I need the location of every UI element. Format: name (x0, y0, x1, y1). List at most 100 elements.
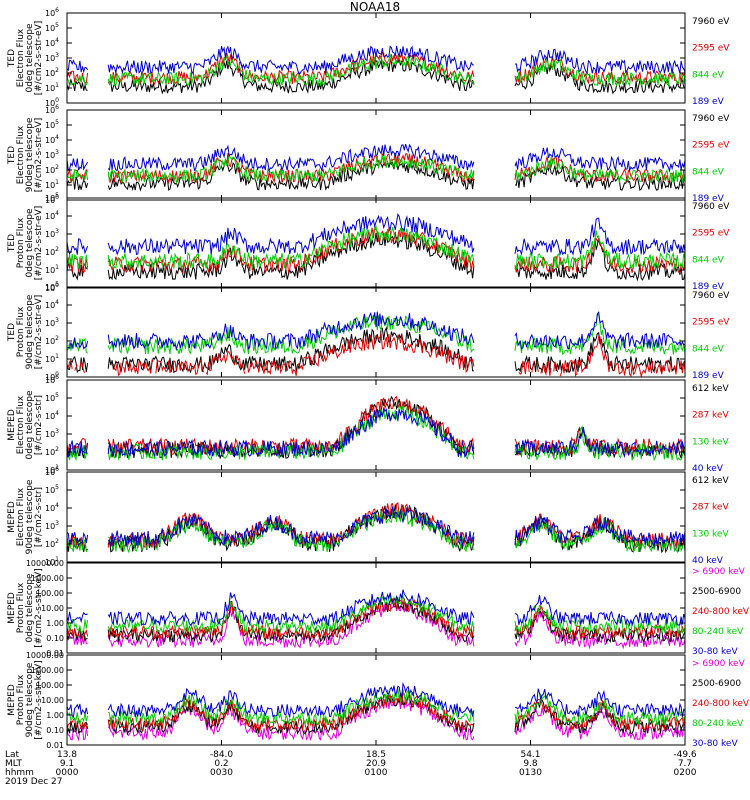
y-axis-label: TED (7, 234, 17, 253)
y-tick-label: 102 (45, 246, 59, 257)
x-row-label: MLT (5, 759, 23, 769)
page-title: NOAA18 (349, 0, 401, 14)
y-axis-label: MEPED (7, 684, 17, 716)
legend-entry: 844 eV (692, 344, 725, 354)
y-tick-label: 102 (45, 446, 59, 457)
y-tick-label: 105 (45, 281, 59, 292)
y-tick-label: 10000.00 (26, 559, 64, 568)
y-tick-label: 106 (45, 466, 59, 477)
legend-entry: 189 eV (692, 97, 725, 107)
panel-6 (66, 471, 686, 563)
x-tick-lat: -49.6 (673, 750, 697, 760)
y-tick-label: 101 (45, 82, 59, 93)
panel-7 (66, 562, 686, 654)
series-line (66, 406, 686, 459)
y-tick-label: 10000.00 (26, 651, 64, 660)
x-tick-time: 0030 (210, 768, 233, 778)
y-tick-label: 104 (45, 502, 59, 513)
y-tick-label: 0.01 (46, 649, 64, 658)
y-tick-label: 105 (45, 22, 59, 33)
y-tick-label: 101 (45, 264, 59, 275)
legend-entry: 844 eV (692, 255, 725, 265)
y-axis-label: Electron Flux (16, 487, 26, 546)
y-axis-label: [#/cm2-s-str-keV] (34, 568, 44, 647)
legend-entry: 7960 eV (692, 114, 730, 124)
series-line (66, 143, 686, 173)
y-tick-label: 102 (45, 335, 59, 346)
x-tick-time: 0200 (674, 768, 697, 778)
y-axis-label: [#/cm2-s-str-eV] (34, 295, 44, 370)
y-tick-label: 100 (45, 282, 59, 293)
y-tick-label: 106 (45, 374, 59, 385)
legend-entry: 40 keV (692, 556, 724, 566)
series-line (66, 589, 686, 627)
y-axis-label: Proton Flux (16, 217, 26, 268)
series-line (66, 681, 686, 719)
x-tick-time: 0100 (365, 768, 388, 778)
y-tick-label: 103 (45, 228, 59, 239)
series-line (66, 506, 686, 548)
y-tick-label: 100 (45, 97, 59, 108)
legend-entry: > 6900 keV (692, 567, 746, 577)
legend-entry: 130 keV (692, 529, 729, 539)
legend-entry: 612 keV (692, 476, 729, 486)
legend-entry: 7960 eV (692, 202, 730, 212)
y-tick-label: 103 (45, 149, 59, 160)
x-tick-time: 0000 (56, 768, 79, 778)
legend-entry: 189 eV (692, 371, 725, 381)
x-tick-mlt: 9.1 (60, 759, 74, 769)
x-tick-mlt: 7.7 (678, 759, 692, 769)
legend-entry: 2595 eV (692, 318, 730, 328)
y-axis-label: 0deg telescope (25, 390, 35, 460)
legend-entry: > 6900 keV (692, 659, 746, 669)
legend-entry: 189 eV (692, 282, 725, 292)
y-tick-label: 103 (45, 317, 59, 328)
y-axis-label: [#/cm2-s-str] (34, 487, 44, 547)
y-tick-label: 104 (45, 410, 59, 421)
legend-entry: 612 keV (692, 384, 729, 394)
y-tick-label: 1000.00 (31, 574, 64, 583)
legend-entry: 30-80 keV (692, 647, 738, 657)
series-line (66, 153, 686, 185)
legend-entry: 2595 eV (692, 229, 730, 239)
legend-entry: 7960 eV (692, 291, 730, 301)
y-tick-label: 102 (45, 164, 59, 175)
y-tick-label: 0.10 (46, 726, 64, 735)
y-tick-label: 100.00 (36, 681, 64, 690)
y-axis-label: 90deg telescope (25, 662, 35, 737)
y-axis-label: [#/cm2-s-str-eV] (34, 21, 44, 96)
y-tick-label: 101 (45, 464, 59, 475)
panel-5 (66, 379, 686, 471)
y-axis-label: MEPED (7, 501, 17, 533)
y-axis-label: [#/cm2-s-str] (34, 395, 44, 455)
y-axis-label: 0deg telescope (25, 573, 35, 643)
x-tick-mlt: 20.9 (366, 759, 386, 769)
y-tick-label: 104 (45, 134, 59, 145)
y-tick-label: 105 (45, 484, 59, 495)
y-tick-label: 0.10 (46, 634, 64, 643)
y-axis-label: 90deg telescope (25, 117, 35, 192)
y-axis-label: Electron Flux (16, 125, 26, 184)
legend-entry: 240-800 keV (692, 607, 750, 617)
x-row-label: Lat (5, 750, 20, 760)
series-line (66, 688, 686, 727)
y-tick-label: 102 (45, 67, 59, 78)
y-axis-label: Electron Flux (16, 28, 26, 87)
legend-entry: 287 keV (692, 411, 729, 421)
y-tick-label: 10.00 (41, 604, 64, 613)
legend-entry: 80-240 keV (692, 719, 744, 729)
x-tick-lat: -84.0 (210, 750, 234, 760)
y-axis-label: [#/cm2-s-str-eV] (34, 118, 44, 193)
legend-entry: 844 eV (692, 70, 725, 80)
y-tick-label: 100 (45, 194, 59, 205)
y-tick-label: 105 (45, 392, 59, 403)
y-axis-label: [#/cm2-s-str-eV] (34, 206, 44, 281)
y-tick-label: 101 (45, 556, 59, 567)
series-line (66, 333, 686, 378)
date-label: 2019 Dec 27 (5, 777, 63, 787)
x-tick-lat: 54.1 (520, 750, 540, 760)
y-tick-label: 102 (45, 538, 59, 549)
panel-3 (66, 197, 686, 289)
legend-entry: 30-80 keV (692, 739, 738, 749)
